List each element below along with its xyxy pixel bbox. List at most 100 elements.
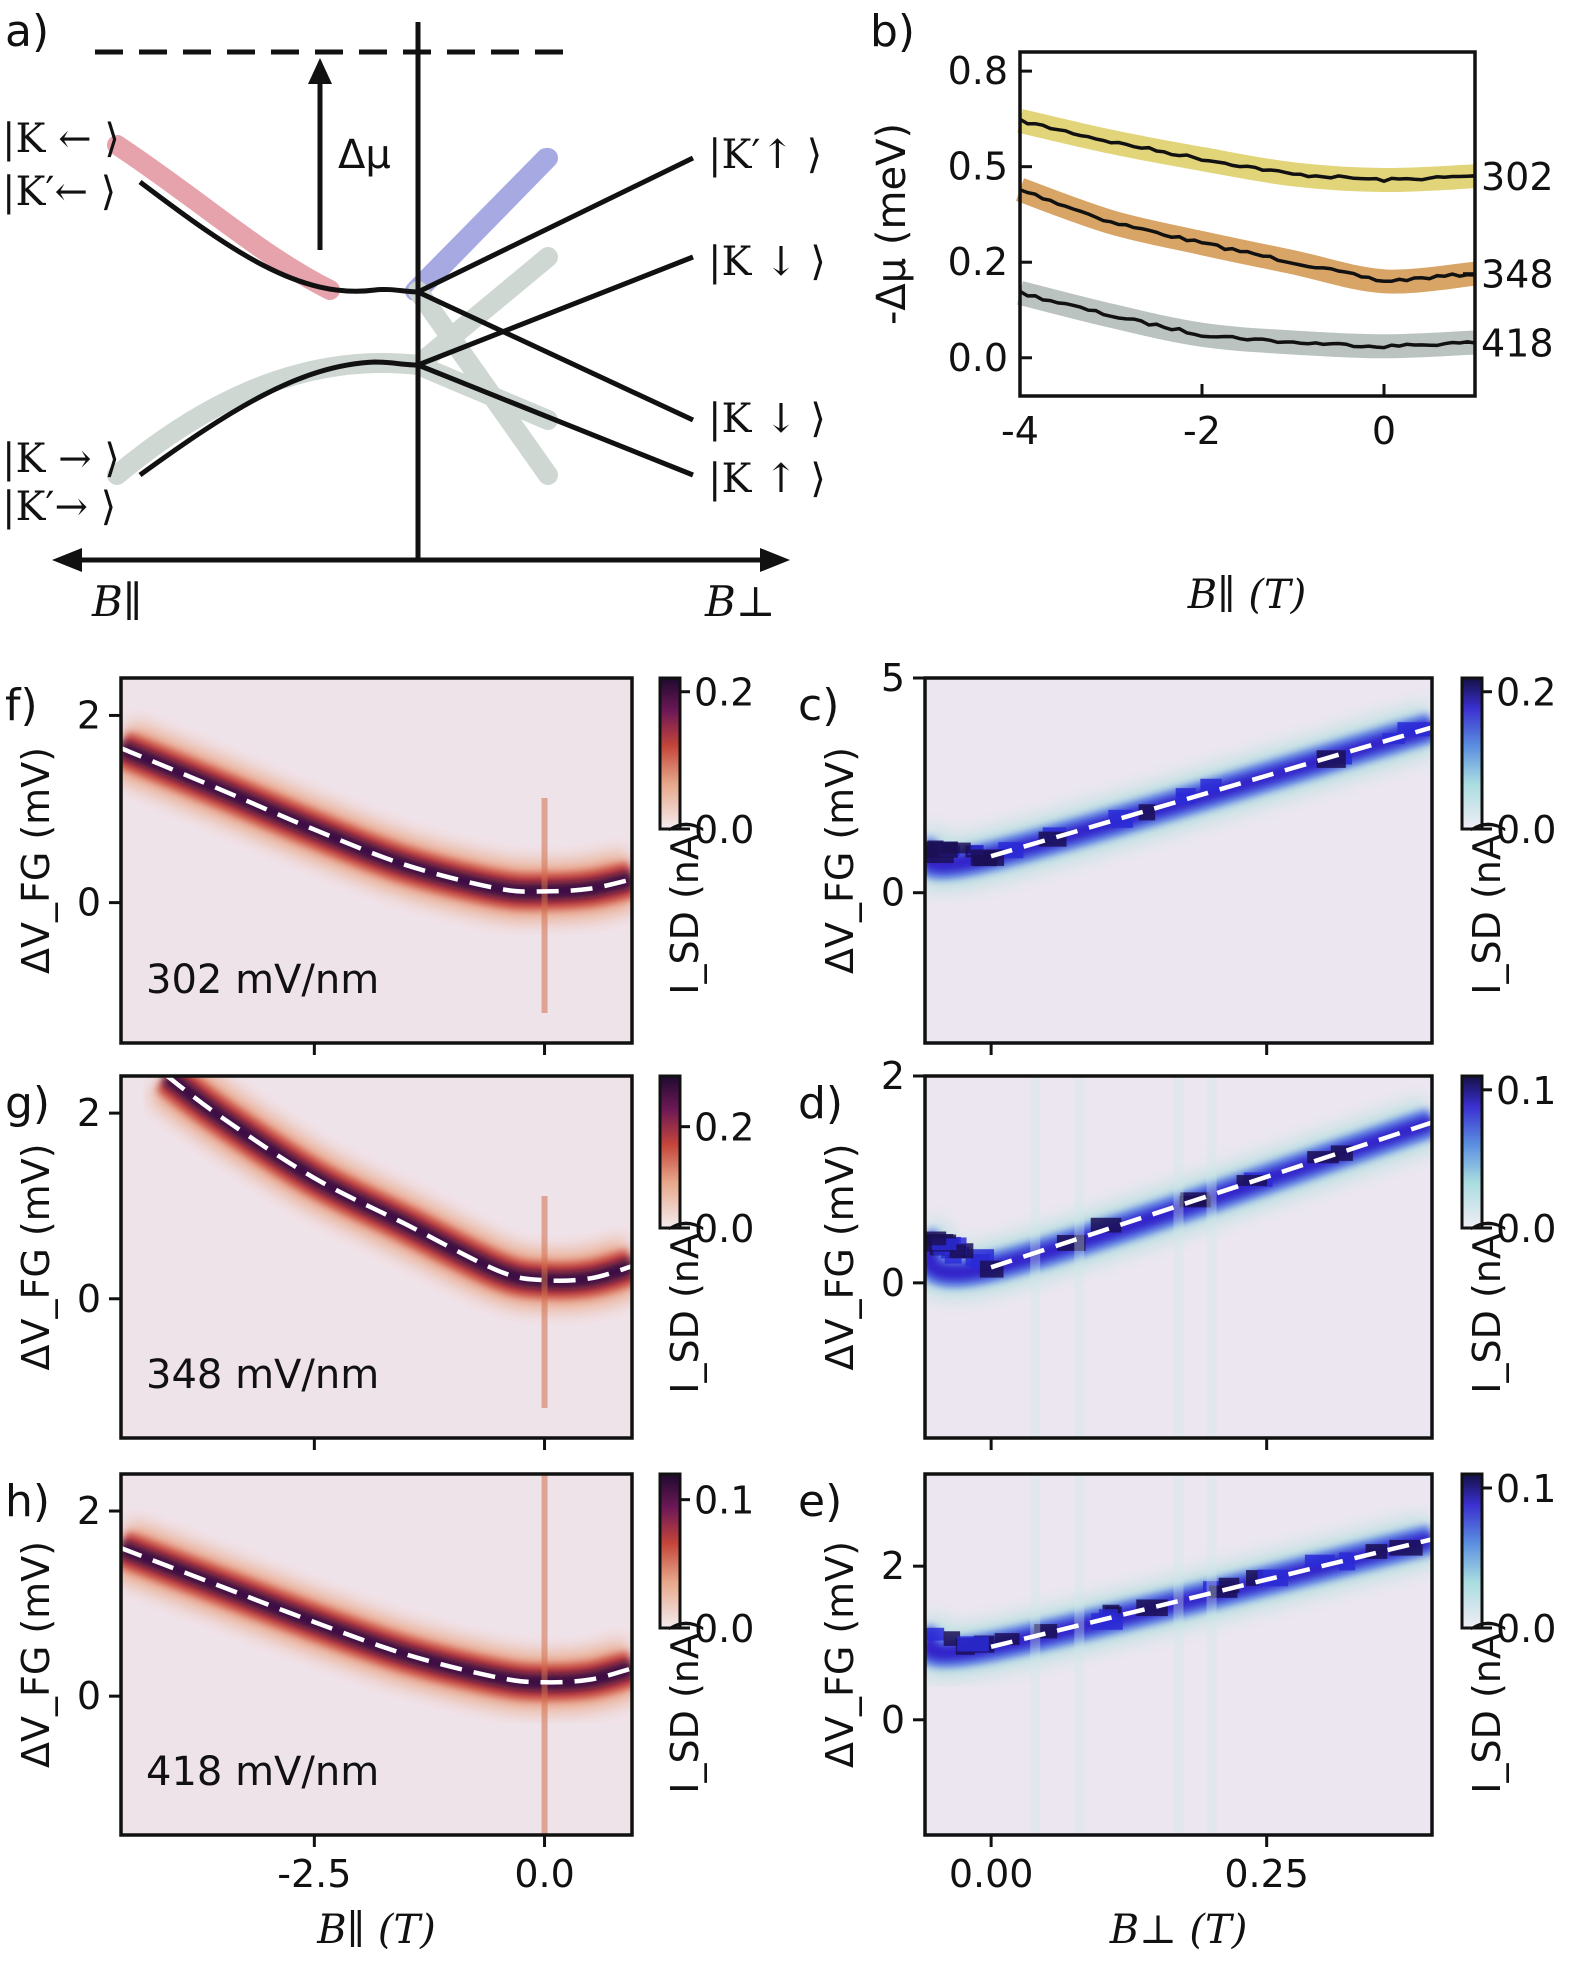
colorbar [658,1074,682,1230]
ket-left-2: |K′← ⟩ [2,169,116,215]
ytick-label: 0.2 [948,240,1008,284]
heatmap-frame [923,1472,1434,1837]
band-noise [940,842,971,854]
ket-right-1: |K′↑ ⟩ [708,132,822,178]
heatmap-frame [923,1074,1434,1440]
panel-b-frame [1018,50,1477,398]
vertical-stripe [1074,1076,1085,1438]
cbar-tick-label: 0.0 [694,1207,754,1251]
vertical-stripe [1074,1474,1085,1835]
band-noise [1108,809,1134,828]
panel-b-ylabel: -Δμ (meV) [869,123,915,325]
curve-upper-left [138,180,419,295]
band-noise [1397,722,1431,737]
series-label-348: 348 [1481,253,1554,297]
curve-lower-left [138,359,419,478]
ytick-label: 0.5 [948,145,1008,189]
series-label-302: 302 [1481,155,1554,199]
panel-d: d) 0 2 ΔV_FG (mV) 0.1 0.0I_SD (nA) [798,1054,1556,1450]
panel-b-xlabel: B∥ (T) [1187,572,1306,618]
fit-dashed-line [990,1537,1432,1649]
panel-letter: e) [798,1476,842,1527]
ytick-label: 0 [77,881,101,925]
ytick-label: 0 [77,1277,101,1321]
heatmap-frame [119,1074,634,1440]
band-noise [1200,778,1222,794]
ytick-label: 0.0 [948,336,1008,380]
fit-dashed-line [165,1076,632,1284]
pink-band [107,135,340,300]
ytick-label: 0.8 [948,49,1008,93]
cbar-tick-label: 0.0 [694,808,754,852]
panel-g: g) 0 2 ΔV_FG (mV) 348 mV/nm 0.2 0.0I_SD (nA) [5,1074,754,1450]
curve-lower-right-up [417,254,694,368]
heatmap-area-g [121,1076,632,1438]
heatmap-area-f [121,678,632,1043]
vertical-stripe [1173,1076,1184,1438]
panel-letter: g) [5,1078,50,1129]
xtick-label: -2 [1183,409,1221,453]
series-band-348 [1015,178,1477,294]
curve-upper-right [416,155,695,295]
ket-left-3: |K → ⟩ [2,436,120,482]
xtick-label: -2.5 [277,1852,351,1896]
panel-a: a) Δμ |K ← ⟩ |K′← ⟩ |K → ⟩ |K′→ ⟩ |K′↑ ⟩… [2,6,826,626]
band-noise [925,1231,947,1246]
xlabel: B⊥ (T) [1109,1907,1248,1953]
panel-e: e) 0 2 0.00 0.25 B⊥ (T) ΔV_FG (mV) 0.1 0.0I_SD (… [798,1467,1556,1953]
cbar-tick-label: 0.1 [1496,1467,1556,1511]
cbar-tick-label: 0.1 [694,1479,754,1523]
fit-dashed-line [990,1120,1432,1270]
cbar-label: I_SD (nA) [1465,819,1509,994]
cbar-label: I_SD (nA) [1465,1218,1509,1393]
ylabel: ΔV_FG (mV) [14,1143,58,1370]
cbar-label: I_SD (nA) [663,1618,707,1793]
cbar-tick-label: 0.2 [1496,671,1556,715]
ylabel: ΔV_FG (mV) [818,1143,862,1370]
xlabel: B∥ (T) [316,1907,435,1953]
panel-b-letter: b) [870,6,915,57]
panel-h: h) 0 2 -2.5 0.0 B∥ (T) ΔV_FG (mV) 418 mV/nm 0.1 0… [5,1472,754,1953]
ylabel: ΔV_FG (mV) [818,1541,862,1768]
ytick-label: 2 [881,1544,905,1588]
ytick-label: 0 [881,871,905,915]
heatmap-frame [923,676,1434,1045]
heatmap-area-c [925,678,1432,1043]
colorbar [658,1472,682,1630]
delta-mu-label: Δμ [338,132,391,178]
axis-label-b-parallel: B∥ [91,577,142,626]
ket-right-2: |K ↓ ⟩ [708,239,826,285]
panel-a-letter: a) [5,6,49,57]
field-annotation: 348 mV/nm [146,1352,379,1398]
ytick-label: 2 [77,1489,101,1533]
band-noise [925,1627,945,1641]
ytick-label: 2 [881,1054,905,1098]
heatmap-frame [119,1472,634,1837]
vertical-stripe [1030,1076,1041,1438]
curve-cross-down [416,289,695,423]
xtick-label: 0.00 [949,1852,1034,1896]
band-noise [994,1633,1020,1646]
series-label-418: 418 [1481,321,1554,365]
cbar-label: I_SD (nA) [663,819,707,994]
cbar-tick-label: 0.0 [694,1607,754,1651]
zero-field-spike [541,1196,548,1408]
fit-dashed-line [121,1545,632,1685]
zero-field-spike [541,1474,548,1835]
heatmap-area-h [121,1474,632,1835]
panel-c: c) 0 5 ΔV_FG (mV) 0.2 0.0I_SD (nA) [798,656,1556,1055]
cbar-tick-label: 0.2 [694,671,754,715]
series-band-302 [1017,109,1476,193]
ytick-label: 2 [77,693,101,737]
zero-field-spike [541,798,548,1013]
field-annotation: 302 mV/nm [146,957,379,1003]
fit-dashed-line [990,725,1432,859]
curve-lower-right-down [417,362,694,478]
right-arrow-head [760,548,790,572]
ytick-label: 0 [881,1698,905,1742]
series-line-348 [1019,188,1476,284]
xtick-label: 0.0 [514,1852,574,1896]
cbar-tick-label: 0.0 [1496,1607,1556,1651]
blue-band [408,148,558,301]
band-noise [1339,1552,1356,1571]
